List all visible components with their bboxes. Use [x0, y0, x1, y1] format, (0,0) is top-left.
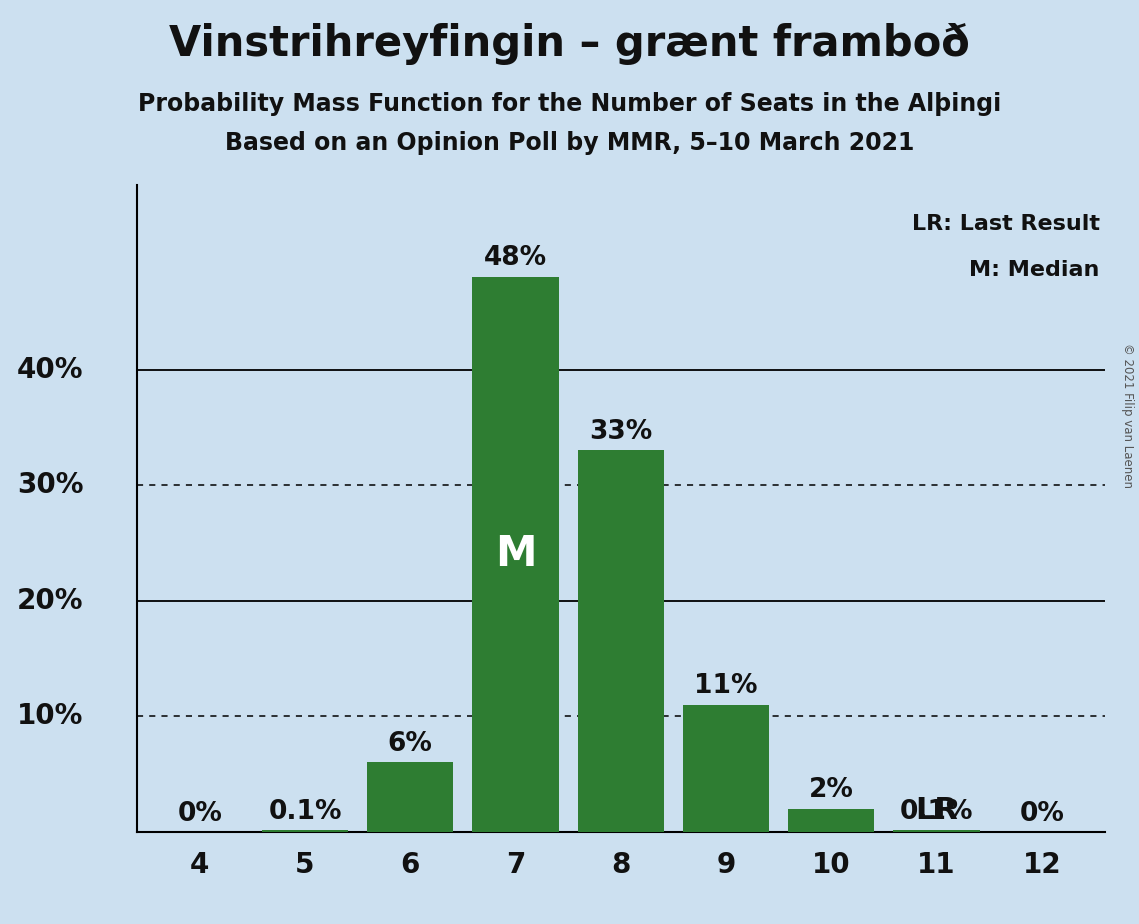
- Text: 40%: 40%: [17, 356, 83, 383]
- Text: 30%: 30%: [17, 471, 83, 499]
- Text: Vinstrihreyfingin – grænt framboð: Vinstrihreyfingin – grænt framboð: [169, 23, 970, 65]
- Bar: [473, 277, 558, 832]
- Bar: [893, 831, 980, 832]
- Text: 2%: 2%: [809, 777, 853, 803]
- Text: Probability Mass Function for the Number of Seats in the Alþingi: Probability Mass Function for the Number…: [138, 92, 1001, 116]
- Text: LR: LR: [915, 796, 958, 825]
- Bar: [683, 704, 769, 832]
- Bar: [262, 831, 349, 832]
- Bar: [788, 808, 875, 832]
- Text: 11%: 11%: [695, 673, 757, 699]
- Text: 10%: 10%: [17, 702, 83, 730]
- Text: 48%: 48%: [484, 246, 547, 272]
- Text: 0%: 0%: [1019, 801, 1064, 827]
- Text: © 2021 Filip van Laenen: © 2021 Filip van Laenen: [1121, 344, 1134, 488]
- Text: 6%: 6%: [388, 731, 433, 757]
- Text: 0.1%: 0.1%: [900, 738, 973, 825]
- Text: M: Median: M: Median: [969, 260, 1099, 280]
- Text: 0%: 0%: [178, 801, 222, 827]
- Bar: [577, 450, 664, 832]
- Text: 33%: 33%: [589, 419, 653, 444]
- Text: 0.1%: 0.1%: [269, 798, 342, 825]
- Bar: [367, 762, 453, 832]
- Text: 20%: 20%: [17, 587, 83, 614]
- Text: Based on an Opinion Poll by MMR, 5–10 March 2021: Based on an Opinion Poll by MMR, 5–10 Ma…: [224, 131, 915, 155]
- Text: LR: Last Result: LR: Last Result: [911, 213, 1099, 234]
- Text: M: M: [494, 533, 536, 576]
